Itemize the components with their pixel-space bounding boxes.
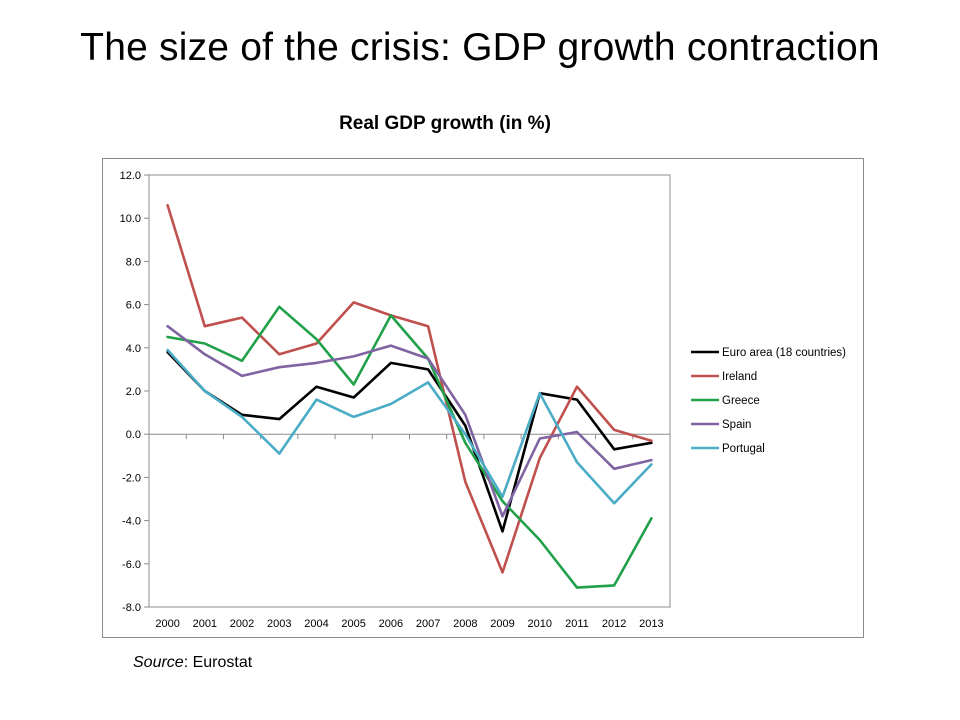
x-tick-label: 2001 <box>193 618 217 630</box>
x-tick-label: 2010 <box>528 618 552 630</box>
series-line-3 <box>166 305 653 589</box>
y-tick-label: 0.0 <box>126 429 141 441</box>
x-tick-label: 2011 <box>565 618 589 630</box>
series-line-5 <box>166 348 653 505</box>
legend-label-2: Ireland <box>722 371 757 383</box>
source-label: Source <box>133 654 184 671</box>
source-value: : Eurostat <box>183 654 253 671</box>
legend-label-4: Spain <box>722 419 751 431</box>
x-tick-label: 2004 <box>304 618 328 630</box>
x-tick-label: 2008 <box>453 618 477 630</box>
series-line-4 <box>166 324 653 518</box>
y-tick-label: 2.0 <box>126 386 141 398</box>
y-tick-label: 10.0 <box>120 213 141 225</box>
source-note: Source: Eurostat <box>133 654 252 672</box>
y-tick-label: -8.0 <box>122 602 141 614</box>
x-tick-label: 2006 <box>379 618 403 630</box>
y-tick-label: 6.0 <box>126 300 141 312</box>
x-tick-label: 2012 <box>602 618 626 630</box>
x-tick-label: 2009 <box>490 618 514 630</box>
series-line-1 <box>166 350 653 533</box>
y-tick-label: -2.0 <box>122 472 141 484</box>
y-tick-label: -6.0 <box>122 559 141 571</box>
legend-label-3: Greece <box>722 395 760 407</box>
y-tick-label: -4.0 <box>122 516 141 528</box>
y-tick-label: 8.0 <box>126 256 141 268</box>
plot-area <box>148 174 671 608</box>
line-chart: 12.0 10.0 8.0 6.0 4.0 2.0 0.0 -2.0 -4.0 -6.0 -8.0 2… <box>120 170 847 630</box>
x-tick-label: 2003 <box>267 618 291 630</box>
x-tick-label: 2007 <box>416 618 440 630</box>
x-tick-label: 2013 <box>639 618 663 630</box>
y-tick-label: 4.0 <box>126 343 141 355</box>
x-tick-label: 2005 <box>341 618 365 630</box>
y-tick-label: 12.0 <box>120 170 141 182</box>
chart-frame: 12.0 10.0 8.0 6.0 4.0 2.0 0.0 -2.0 -4.0 -6.0 -8.0 2… <box>102 158 864 638</box>
x-tick-label: 2002 <box>230 618 254 630</box>
series-line-2 <box>166 203 653 574</box>
legend-label-5: Portugal <box>722 443 765 455</box>
slide-title: The size of the crisis: GDP growth contr… <box>80 26 880 69</box>
x-tick-label: 2000 <box>155 618 179 630</box>
legend-label-1: Euro area (18 countries) <box>722 347 846 359</box>
chart-title: Real GDP growth (in %) <box>339 113 551 134</box>
